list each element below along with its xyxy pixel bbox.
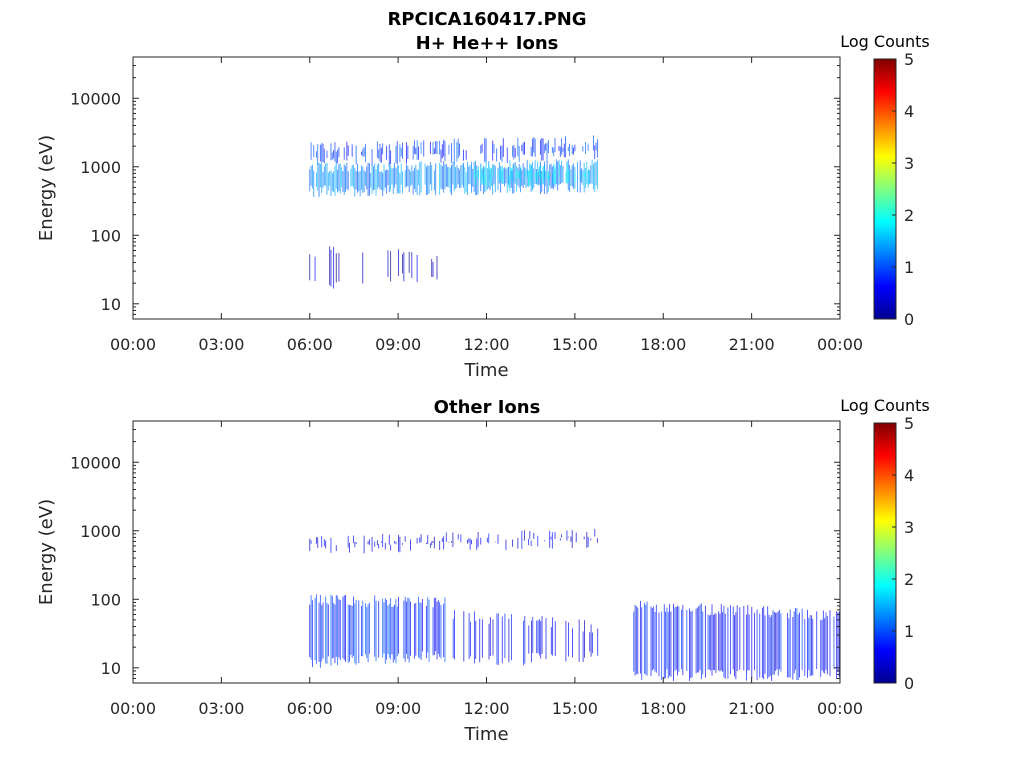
colorbar-tick-label: 2 <box>904 570 914 589</box>
colorbar-label: Log Counts <box>840 32 930 51</box>
y-tick-label: 1000 <box>80 158 121 177</box>
x-tick-label: 03:00 <box>198 335 244 354</box>
x-tick-label: 09:00 <box>375 699 421 718</box>
x-tick-label: 18:00 <box>640 335 686 354</box>
colorbar-tick-label: 5 <box>904 50 914 69</box>
colorbar-gradient <box>873 58 897 320</box>
y-tick-label: 10 <box>101 295 121 314</box>
y-tick-label: 10000 <box>70 89 121 108</box>
panel-h-he-ions: H+ He++ Ions 00:00 03:00 06:00 09:00 12:00 15… <box>36 32 930 381</box>
panel-other-ions: Other Ions 00:00 03:00 06:00 09:00 12:00 15:0… <box>36 396 930 745</box>
axes-box <box>132 420 841 684</box>
colorbar-tick-label: 3 <box>904 518 914 537</box>
x-axis-label: Time <box>463 360 508 381</box>
x-tick-label: 18:00 <box>640 699 686 718</box>
y-tick-label: 10000 <box>70 453 121 472</box>
x-tick-label: 06:00 <box>287 699 333 718</box>
colorbar-gradient <box>873 422 897 684</box>
colorbar-tick-label: 4 <box>904 102 914 121</box>
panel-title: H+ He++ Ions <box>416 33 559 54</box>
x-tick-label: 21:00 <box>729 699 775 718</box>
y-tick-label: 100 <box>90 226 121 245</box>
colorbar-tick-label: 0 <box>904 310 914 329</box>
x-tick-label: 00:00 <box>817 335 863 354</box>
y-axis-label: Energy (eV) <box>36 499 57 605</box>
figure-title: RPCICA160417.PNG <box>387 9 586 30</box>
y-tick-label: 1000 <box>80 522 121 541</box>
colorbar-tick-label: 1 <box>904 622 914 641</box>
colorbar-label: Log Counts <box>840 396 930 415</box>
x-tick-label: 15:00 <box>552 335 598 354</box>
colorbar-tick-label: 4 <box>904 466 914 485</box>
y-tick-label: 100 <box>90 590 121 609</box>
x-tick-label: 00:00 <box>817 699 863 718</box>
colorbar-tick-label: 2 <box>904 206 914 225</box>
colorbar-tick-label: 0 <box>904 674 914 693</box>
x-tick-label: 12:00 <box>463 699 509 718</box>
x-axis-label: Time <box>463 724 508 745</box>
panel-title: Other Ions <box>434 397 541 418</box>
x-tick-label: 09:00 <box>375 335 421 354</box>
colorbar-tick-label: 5 <box>904 414 914 433</box>
spectrogram-data <box>309 135 598 289</box>
y-axis-label: Energy (eV) <box>36 135 57 241</box>
x-tick-label: 00:00 <box>110 699 156 718</box>
x-tick-label: 15:00 <box>552 699 598 718</box>
colorbar-tick-label: 3 <box>904 154 914 173</box>
colorbar-tick-label: 1 <box>904 258 914 277</box>
y-tick-label: 10 <box>101 659 121 678</box>
x-tick-label: 06:00 <box>287 335 333 354</box>
x-tick-label: 21:00 <box>729 335 775 354</box>
x-tick-label: 00:00 <box>110 335 156 354</box>
x-tick-label: 03:00 <box>198 699 244 718</box>
x-tick-label: 12:00 <box>463 335 509 354</box>
spectrogram-data <box>309 529 840 682</box>
